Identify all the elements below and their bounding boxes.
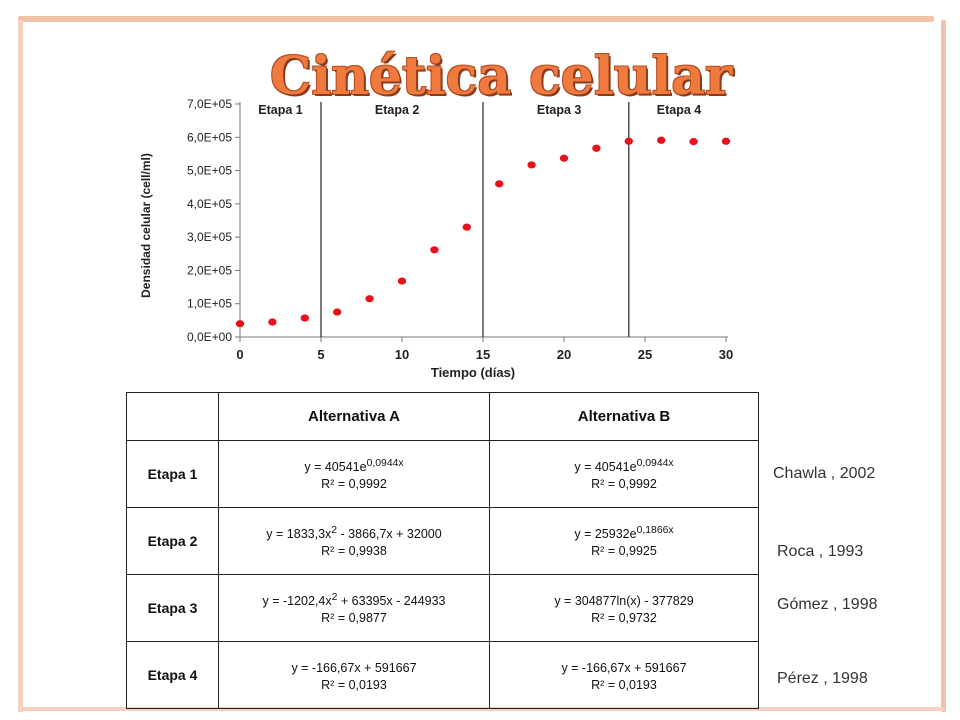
- stage-label: Etapa 1: [258, 103, 303, 117]
- x-tick-label: 25: [638, 347, 652, 362]
- equation-text: y = 1833,3x2 - 3866,7x + 32000: [266, 525, 442, 542]
- equation-text: y = 25932e0,1866x: [574, 525, 674, 542]
- equation-cell: y = -1202,4x2 + 63395x - 244933 R² = 0,9…: [218, 574, 490, 642]
- x-axis-label: Tiempo (días): [431, 365, 515, 380]
- equation-cell: y = -166,67x + 591667 R² = 0,0193: [218, 641, 490, 709]
- data-point: [268, 318, 277, 326]
- equation-text: y = 40541e0,0944x: [574, 458, 674, 475]
- y-tick-label: 0,0E+00: [187, 330, 232, 344]
- equation-text: y = 40541e0,0944x: [304, 458, 404, 475]
- frame-bottom-bar: [18, 707, 944, 711]
- table-header-row: Alternativa A Alternativa B: [126, 392, 759, 441]
- equation-cell: y = 40541e0,0944x R² = 0,9992: [489, 440, 759, 508]
- data-point: [333, 308, 342, 316]
- cell-kinetics-chart: 0,0E+00 1,0E+05 2,0E+05 3,0E+05 4,0E+05 5,0E+…: [139, 97, 733, 380]
- data-point: [300, 314, 309, 322]
- reference-perez: Pérez , 1998: [777, 670, 868, 687]
- equation-text: y = -1202,4x2 + 63395x - 244933: [262, 592, 446, 609]
- r2-text: R² = 0,9992: [591, 476, 657, 491]
- equation-text: y = -166,67x + 591667: [561, 661, 687, 676]
- table-row: Etapa 3 y = -1202,4x2 + 63395x - 244933 …: [126, 574, 759, 642]
- data-point: [592, 144, 601, 152]
- header-alternativa-a: Alternativa A: [218, 392, 490, 441]
- equation-cell: y = -166,67x + 591667 R² = 0,0193: [489, 641, 759, 709]
- y-tick-label: 2,0E+05: [187, 263, 232, 277]
- frame-right-bar: [941, 20, 946, 712]
- equation-cell: y = 1833,3x2 - 3866,7x + 32000 R² = 0,99…: [218, 507, 490, 575]
- stage-label: Etapa 4: [657, 103, 702, 117]
- data-point: [657, 136, 666, 144]
- r2-text: R² = 0,9925: [591, 543, 657, 558]
- table-corner: [126, 392, 219, 441]
- stage-label: Etapa 2: [126, 507, 219, 575]
- r2-text: R² = 0,0193: [591, 677, 657, 692]
- data-point: [527, 161, 536, 169]
- stage-label: Etapa 1: [126, 440, 219, 508]
- data-point: [624, 137, 633, 145]
- reference-roca: Roca , 1993: [777, 543, 864, 560]
- data-point: [495, 180, 504, 188]
- stage-label: Etapa 4: [126, 641, 219, 709]
- data-point: [397, 277, 407, 285]
- x-tick-label: 15: [476, 347, 490, 362]
- x-tick-label: 20: [557, 347, 571, 362]
- y-tick-label: 5,0E+05: [187, 164, 232, 178]
- equation-cell: y = 40541e0,0944x R² = 0,9992: [218, 440, 490, 508]
- data-point: [721, 137, 731, 145]
- r2-text: R² = 0,9938: [321, 543, 387, 558]
- data-point: [462, 223, 471, 231]
- frame-top-bar: [18, 16, 934, 22]
- r2-text: R² = 0,0193: [321, 677, 387, 692]
- x-tick-label: 10: [395, 347, 409, 362]
- stage-label: Etapa 2: [375, 103, 420, 117]
- r2-text: R² = 0,9732: [591, 610, 657, 625]
- equation-text: y = -166,67x + 591667: [291, 661, 417, 676]
- y-tick-label: 4,0E+05: [187, 197, 232, 211]
- y-tick-label: 1,0E+05: [187, 297, 232, 311]
- r2-text: R² = 0,9992: [321, 476, 387, 491]
- y-tick-label: 7,0E+05: [187, 97, 232, 111]
- equation-text: y = 304877ln(x) - 377829: [554, 594, 694, 609]
- r2-text: R² = 0,9877: [321, 610, 387, 625]
- data-point: [235, 320, 245, 328]
- equation-cell: y = 25932e0,1866x R² = 0,9925: [489, 507, 759, 575]
- data-point: [365, 295, 374, 303]
- y-tick-label: 3,0E+05: [187, 230, 232, 244]
- table-row: Etapa 4 y = -166,67x + 591667 R² = 0,019…: [126, 641, 759, 709]
- header-alternativa-b: Alternativa B: [489, 392, 759, 441]
- reference-chawla: Chawla , 2002: [773, 465, 876, 482]
- x-tick-label: 0: [236, 347, 243, 362]
- x-tick-label: 30: [719, 347, 733, 362]
- frame-left-bar: [18, 20, 23, 712]
- stage-label: Etapa 3: [537, 103, 582, 117]
- table-row: Etapa 2 y = 1833,3x2 - 3866,7x + 32000 R…: [126, 507, 759, 575]
- y-tick-label: 6,0E+05: [187, 130, 232, 144]
- stage-label: Etapa 3: [126, 574, 219, 642]
- y-axis-label: Densidad celular (cell/ml): [139, 153, 153, 298]
- table-row: Etapa 1 y = 40541e0,0944x R² = 0,9992 y …: [126, 440, 759, 508]
- data-point: [559, 154, 569, 162]
- plot-layer: 0,0E+00 1,0E+05 2,0E+05 3,0E+05 4,0E+05 5,0E+…: [139, 97, 733, 380]
- slide-title: Cinética celular: [270, 46, 733, 107]
- equation-cell: y = 304877ln(x) - 377829 R² = 0,9732: [489, 574, 759, 642]
- data-point: [430, 246, 439, 254]
- data-point: [689, 138, 698, 146]
- equation-table: Alternativa A Alternativa B Etapa 1 y = …: [126, 392, 759, 709]
- x-tick-label: 5: [317, 347, 324, 362]
- reference-gomez: Gómez , 1998: [777, 596, 878, 613]
